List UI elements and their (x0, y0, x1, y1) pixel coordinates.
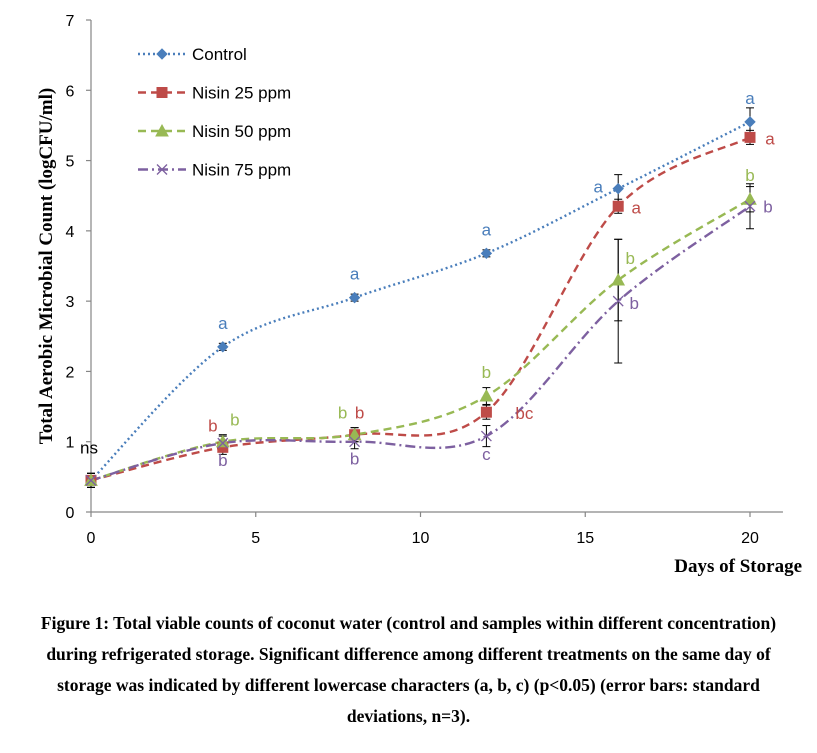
significance-label: b (625, 249, 634, 268)
x-marker-stroke (349, 436, 361, 448)
y-tick-label: 4 (66, 224, 75, 241)
legend-label-3: Nisin 75 ppm (192, 161, 291, 180)
significance-label: a (218, 314, 228, 333)
significance-label: a (593, 178, 603, 197)
y-tick-label: 6 (66, 83, 75, 100)
data-point (480, 430, 492, 442)
x-tick-label: 5 (251, 530, 260, 547)
axes (86, 19, 783, 517)
data-point (743, 192, 757, 205)
legend-marker-3 (156, 164, 168, 175)
x-marker-stroke (744, 200, 756, 212)
x-marker-stroke (480, 430, 492, 442)
data-point (612, 200, 624, 212)
legend-marker-0 (156, 48, 168, 60)
x-marker-stroke (612, 295, 624, 307)
significance-label: b (355, 404, 364, 423)
data-point (347, 427, 362, 441)
significance-label: ns (80, 438, 98, 457)
x-marker-stroke (156, 164, 168, 175)
significance-label: b (218, 451, 227, 470)
data-point (215, 434, 230, 448)
y-tick-label: 7 (66, 13, 75, 30)
series-line-2 (90, 198, 751, 482)
significance-label: c (482, 445, 491, 464)
error-bars (87, 107, 754, 488)
data-point (85, 474, 97, 486)
data-point (217, 437, 229, 449)
data-point (480, 247, 493, 260)
significance-label: b (208, 416, 217, 435)
series-lines (90, 120, 751, 482)
significance-label: b (338, 404, 347, 423)
data-point (612, 182, 624, 195)
x-tick-label: 15 (576, 530, 594, 547)
data-point (348, 291, 361, 304)
legend-marker-1 (156, 87, 168, 98)
series-line-1 (90, 136, 751, 482)
significance-label: a (631, 198, 641, 217)
significance-label: b (482, 363, 491, 382)
legend: Control Nisin 25 ppm Nisin 50 ppm Nisin 75 … (138, 45, 291, 180)
x-tick-label: 0 (87, 530, 96, 547)
legend-marker-2 (155, 123, 169, 137)
significance-label: a (482, 220, 492, 239)
data-point (217, 341, 229, 353)
series-markers (84, 116, 757, 487)
legend-label-2: Nisin 50 ppm (192, 122, 291, 141)
significance-label: b (350, 450, 359, 469)
y-tick-label: 3 (66, 294, 75, 311)
data-point (744, 200, 756, 212)
data-point (349, 436, 361, 448)
y-tick-label: 1 (66, 435, 75, 452)
data-point (611, 273, 626, 286)
series-line-3 (90, 205, 751, 482)
x-marker-stroke (85, 474, 97, 486)
y-tick-label: 5 (66, 154, 75, 171)
significance-label: a (350, 265, 360, 284)
y-tick-label: 2 (66, 364, 75, 381)
legend-label-0: Control (192, 45, 247, 64)
x-marker-stroke (217, 437, 229, 449)
data-point (479, 388, 494, 402)
significance-label: a (745, 89, 755, 108)
tick-labels: 0 1 2 3 4 5 6 7 0 5 10 15 20 (66, 13, 759, 547)
data-point (612, 295, 624, 307)
x-tick-label: 10 (412, 530, 430, 547)
x-axis-title: Days of Storage (674, 556, 802, 577)
significance-label: a (765, 129, 775, 148)
significance-label: b (763, 197, 772, 216)
significance-label: b (629, 294, 638, 313)
y-tick-label: 0 (66, 505, 75, 522)
figure-caption: Figure 1: Total viable counts of coconut… (40, 613, 777, 726)
significance-label: bc (515, 404, 533, 423)
significance-label: b (745, 166, 754, 185)
legend-label-1: Nisin 25 ppm (192, 84, 291, 103)
series-line-0 (90, 120, 751, 482)
x-tick-label: 20 (741, 530, 759, 547)
data-point (744, 116, 756, 128)
data-point (744, 131, 756, 143)
y-axis-title: Total Aerobic Microbial Count (logCFU/ml… (36, 88, 57, 444)
data-point (480, 406, 492, 418)
significance-label: b (230, 411, 239, 430)
